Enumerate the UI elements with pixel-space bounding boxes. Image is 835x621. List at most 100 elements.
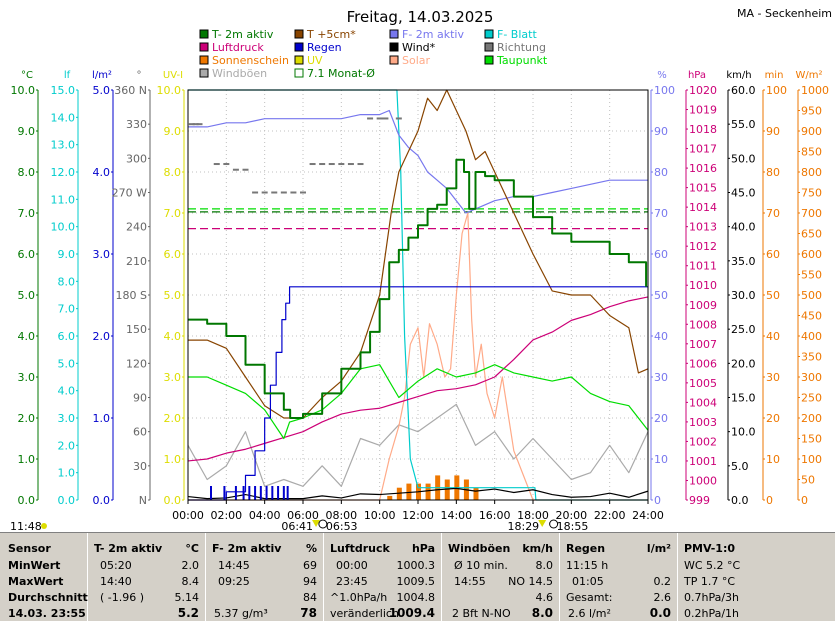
axis-tick-label-press: 1000 <box>689 474 717 487</box>
pmv-avg: 0.7hPa/3h <box>684 591 740 604</box>
direction-point <box>271 191 278 194</box>
axis-tick-label-solar: 50 <box>801 474 815 487</box>
axis-tick-label-dir: 240 <box>126 221 147 234</box>
legend-label-fblatt: F- Blatt <box>497 28 537 41</box>
axis-tick-label-lf: 4.0 <box>58 385 76 398</box>
axis-tick-label-sun: 100 <box>766 84 787 97</box>
axis-tick-label-dir: 60 <box>133 426 147 439</box>
legend-swatch-luftdruck <box>199 42 209 52</box>
axis-tick-label-rain: 5.0 <box>93 84 111 97</box>
hdr-f2m-unit: % <box>305 542 317 555</box>
axis-tick-label-sun: 50 <box>766 289 780 302</box>
sunset-icon <box>538 520 547 527</box>
label-min: MinWert <box>8 559 61 572</box>
axis-tick-label-rain: 1.0 <box>93 412 111 425</box>
direction-point <box>319 163 326 166</box>
axis-unit-temp: °C <box>21 70 33 81</box>
direction-point <box>338 163 345 166</box>
axis-tick-label-press: 1018 <box>689 123 717 136</box>
axes: °C 0.0 1.0 2.0 3.0 4.0 5.0 6.0 7.0 8.0 9.0 10.0 lf 0.… <box>11 70 830 507</box>
axis-tick-label-press: 1006 <box>689 357 717 370</box>
direction-point <box>395 117 402 120</box>
x-tick-label: 10:00 <box>364 509 396 522</box>
axis-tick-label-hum: 0 <box>654 494 661 507</box>
axis-tick-label-solar: 850 <box>801 146 822 159</box>
axis-tick-label-press: 1017 <box>689 143 717 156</box>
axis-tick-label-press: 1007 <box>689 338 717 351</box>
axis-tick-label-dir: 360 N <box>114 84 147 97</box>
hdr-t2m-unit: °C <box>185 542 199 555</box>
t-min-val: 2.0 <box>181 559 200 572</box>
axis-tick-label-wind: 35.0 <box>731 255 756 268</box>
t-max-time: 14:40 <box>100 575 132 588</box>
rain-bar <box>234 486 237 500</box>
legend-label-sonnenschein: Sonnenschein <box>212 54 289 67</box>
axis-tick-label-temp: 1.0 <box>18 453 36 466</box>
direction-point <box>328 163 335 166</box>
axis-tick-label-temp: 7.0 <box>18 207 36 220</box>
axis-tick-label-hum: 70 <box>654 207 668 220</box>
axis-tick-label-rain: 0.0 <box>93 494 111 507</box>
legend-swatch-taupunkt <box>484 55 494 65</box>
x-tick-label: 16:00 <box>479 509 511 522</box>
axis-tick-label-lf: 13.0 <box>51 139 76 152</box>
axis-tick-label-solar: 950 <box>801 105 822 118</box>
axis-tick-label-wind: 15.0 <box>731 392 756 405</box>
hdr-regen: Regen <box>566 542 606 555</box>
axis-tick-label-solar: 450 <box>801 310 822 323</box>
axis-tick-label-press: 1001 <box>689 455 717 468</box>
sun-icon <box>41 523 47 529</box>
axis-tick-label-uv: 8.0 <box>164 166 182 179</box>
pmv-min: WC 5.2 °C <box>684 559 741 572</box>
series-wind <box>187 487 649 500</box>
direction-point <box>357 163 364 166</box>
axis-tick-label-hum: 40 <box>654 330 668 343</box>
axis-tick-label-dir: 180 S <box>116 289 147 302</box>
axis-tick-label-wind: 25.0 <box>731 323 756 336</box>
axis-tick-label-lf: 11.0 <box>51 193 76 206</box>
axis-tick-label-uv: 5.0 <box>164 289 182 302</box>
axis-tick-label-dir: 210 <box>126 255 147 268</box>
legend-swatch-regen <box>294 42 304 52</box>
w-max-time: 14:55 <box>454 575 486 588</box>
axis-tick-label-solar: 150 <box>801 433 822 446</box>
legend-label-solar: Solar <box>402 54 431 67</box>
axis-tick-label-dir: 300 <box>126 152 147 165</box>
x-tick-label: 02:00 <box>210 509 242 522</box>
direction-point <box>213 163 220 166</box>
legend-swatch-solar <box>389 55 399 65</box>
axis-tick-label-dir: 150 <box>126 323 147 336</box>
rain-bar <box>248 486 251 500</box>
series-t2m <box>188 158 648 419</box>
axis-tick-label-wind: 45.0 <box>731 187 756 200</box>
direction-point <box>290 191 297 194</box>
legend-swatch-t2m <box>199 29 209 39</box>
t-current: 5.2 <box>177 606 199 620</box>
axis-tick-label-hum: 80 <box>654 166 668 179</box>
w-min-val: 8.0 <box>535 559 554 572</box>
axis-tick-label-dir: 330 <box>126 118 147 131</box>
hdr-pmv: PMV-1:0 <box>684 542 735 555</box>
f-min-val: 69 <box>303 559 317 572</box>
series-solar <box>188 212 648 501</box>
w-max-val: NO 14.5 <box>508 575 553 588</box>
col-wind: Windböen km/h Ø 10 min. 8.0 14:55 NO 14.5 4… <box>442 533 560 621</box>
axis-tick-label-solar: 350 <box>801 351 822 364</box>
rain-bar <box>259 486 262 500</box>
direction-point <box>188 123 195 126</box>
direction-point <box>252 191 259 194</box>
axis-tick-label-sun: 20 <box>766 412 780 425</box>
x-tick-label: 18:00 <box>517 509 549 522</box>
l-min-val: 1000.3 <box>396 559 436 572</box>
axis-tick-label-sun: 70 <box>766 207 780 220</box>
summary-table: Sensor MinWert MaxWert Durchschnitt 14.0… <box>0 532 835 621</box>
direction-point <box>223 163 230 166</box>
hdr-boeen: Windböen <box>448 542 511 555</box>
direction-point <box>192 123 199 126</box>
weather-chart: Freitag, 14.03.2025 MA - Seckenheim T- 2… <box>10 7 832 532</box>
col-sensor: Sensor MinWert MaxWert Durchschnitt 14.0… <box>0 533 88 621</box>
w-cur-note: 2 Bft N-NO <box>452 607 511 620</box>
direction-point <box>232 168 239 171</box>
axis-tick-label-temp: 2.0 <box>18 412 36 425</box>
axis-tick-label-wind: 40.0 <box>731 221 756 234</box>
